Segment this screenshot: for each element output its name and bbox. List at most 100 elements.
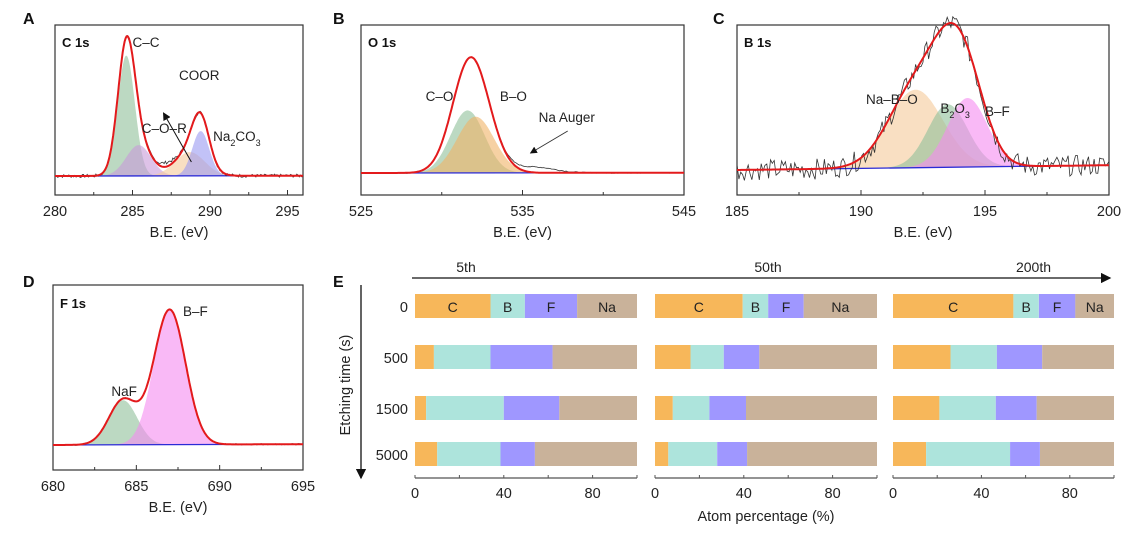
panel-e: E Etching time (s) 5th C B F Na 0 40 80 50th C B F Na 0…: [333, 259, 1115, 525]
x-tick-label: 195: [973, 204, 997, 220]
y-axis-title: Etching time (s): [338, 335, 354, 436]
x-tick-label: 40: [496, 486, 512, 502]
panel-c: C B 1s 185 190 195 200 B.E. (eV) Na–B–O B2O3 B–F: [713, 11, 1121, 241]
x-tick-label: 685: [124, 479, 148, 495]
component-peak-b-f: [53, 309, 303, 445]
peak-label: B2O3: [940, 101, 970, 120]
bar-segment-b: [1013, 294, 1039, 318]
bar-segment-b: [742, 294, 769, 318]
bar-segment-f: [723, 345, 760, 369]
bar-segment-na: [577, 294, 637, 318]
bar-segment-na: [534, 442, 637, 466]
peak-label: Na–B–O: [866, 92, 918, 107]
panel-letter: C: [713, 11, 725, 28]
peak-label: C–O: [426, 89, 454, 104]
x-axis-title: B.E. (eV): [493, 225, 552, 241]
x-tick-label: 295: [275, 204, 299, 220]
bar-segment-f: [1010, 442, 1040, 466]
segment-label: F: [547, 299, 556, 315]
bar-segment-na: [1040, 442, 1114, 466]
peak-label: B–F: [183, 304, 208, 319]
segment-label: Na: [1086, 299, 1104, 315]
segment-label: Na: [598, 299, 616, 315]
fit-envelope: [53, 308, 303, 446]
bar-segment-f: [524, 294, 578, 318]
peak-label: NaF: [111, 384, 137, 399]
panel-a: A C 1s 280 285 290 295 B.E. (eV) C–C COOR C–O–R Na…: [23, 11, 304, 241]
bar-segment-na: [1036, 396, 1114, 420]
bar-segment-f: [768, 294, 804, 318]
peak-label: Na Auger: [539, 110, 596, 125]
x-axis-title: Atom percentage (%): [697, 509, 834, 525]
raw-spectrum: [360, 56, 685, 174]
bar-segment-b: [672, 396, 710, 420]
core-level-label: C 1s: [62, 35, 89, 50]
bar-segment-c: [415, 442, 438, 466]
bar-segment-f: [500, 442, 535, 466]
segment-label: B: [751, 299, 760, 315]
segment-label: B: [503, 299, 512, 315]
core-level-label: O 1s: [368, 35, 396, 50]
cycle-label: 50th: [754, 259, 781, 275]
x-tick-label: 80: [1062, 486, 1078, 502]
x-tick-label: 535: [510, 204, 534, 220]
segment-label: C: [448, 299, 458, 315]
bar-segment-f: [709, 396, 746, 420]
bar-segment-b: [950, 345, 997, 369]
segment-label: Na: [831, 299, 849, 315]
segment-label: F: [1053, 299, 1062, 315]
x-axis-title: B.E. (eV): [894, 225, 953, 241]
x-tick-label: 0: [411, 486, 419, 502]
segment-label: B: [1021, 299, 1030, 315]
peak-label: COOR: [179, 68, 220, 83]
component-peak-na-b-o: [737, 89, 1109, 170]
bar-segment-b: [437, 442, 501, 466]
y-tick-label: 0: [400, 300, 408, 316]
peak-label: C–C: [133, 35, 160, 50]
bar-segment-c: [893, 442, 927, 466]
arrow-icon: [163, 112, 192, 163]
bar-segment-f: [490, 345, 553, 369]
cycle-label: 5th: [456, 259, 475, 275]
bar-segment-na: [552, 345, 637, 369]
y-tick-label: 1500: [376, 402, 408, 418]
bar-segment-na: [746, 396, 877, 420]
fit-envelope: [361, 56, 684, 174]
x-tick-label: 525: [349, 204, 373, 220]
bar-segment-b: [690, 345, 724, 369]
x-tick-label: 290: [198, 204, 222, 220]
peak-label: B–F: [985, 104, 1010, 119]
y-tick-label: 500: [384, 351, 408, 367]
bar-segment-c: [655, 442, 669, 466]
x-tick-label: 80: [585, 486, 601, 502]
plot-frame: [54, 24, 304, 196]
bar-segment-f: [996, 345, 1043, 369]
peak-label: B–O: [500, 89, 527, 104]
bar-segment-na: [1042, 345, 1114, 369]
bar-segment-c: [415, 345, 434, 369]
bar-segment-na: [759, 345, 877, 369]
x-tick-label: 80: [825, 486, 841, 502]
bar-segment-c: [893, 294, 1014, 318]
panel-letter: D: [23, 274, 35, 291]
x-axis-title: B.E. (eV): [150, 225, 209, 241]
y-tick-label: 5000: [376, 448, 408, 464]
segment-label: C: [694, 299, 704, 315]
bar-segment-f: [717, 442, 748, 466]
peak-label: Na2CO3: [213, 129, 261, 148]
x-tick-label: 280: [43, 204, 67, 220]
bar-segment-c: [415, 396, 427, 420]
x-tick-label: 285: [120, 204, 144, 220]
bar-segment-na: [1075, 294, 1114, 318]
arrow-icon: [529, 130, 568, 154]
bar-segment-c: [655, 396, 673, 420]
bar-group-200th: 200th C B F Na 0 40 80: [889, 259, 1115, 502]
panel-letter: B: [333, 11, 345, 28]
component-peak-c-c: [55, 55, 303, 176]
bar-segment-na: [559, 396, 637, 420]
x-tick-label: 40: [973, 486, 989, 502]
bar-segment-c: [655, 294, 743, 318]
x-tick-label: 200: [1097, 204, 1121, 220]
bar-segment-c: [893, 345, 951, 369]
segment-label: C: [948, 299, 958, 315]
